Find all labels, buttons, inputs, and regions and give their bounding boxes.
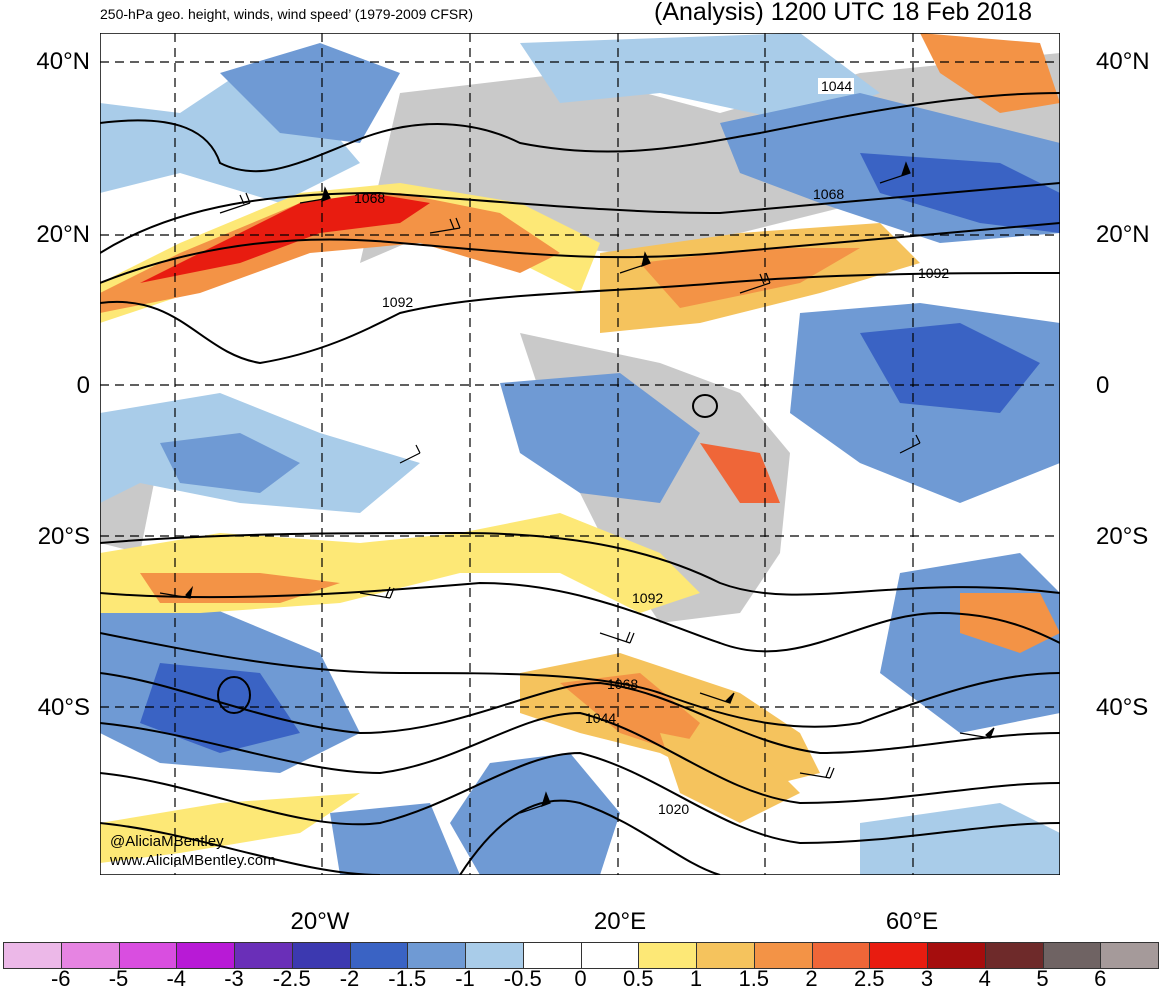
colorbar-swatch	[1042, 942, 1102, 969]
colorbar-tick-label: -6	[50, 966, 71, 991]
colorbar-tick-label: 3	[920, 966, 934, 991]
lat-label-20s-left: 20°S	[37, 523, 90, 550]
contour-label: 1092	[382, 294, 413, 310]
credit-website: www.AliciaMBentley.com	[109, 852, 276, 869]
contour-label: 1068	[354, 190, 385, 206]
lat-label-20n-right: 20°N	[1096, 221, 1150, 248]
lon-label-60e: 60°E	[885, 908, 939, 935]
colorbar-tick-label: 0.5	[622, 966, 654, 991]
colorbar-tick-label: -5	[108, 966, 129, 991]
colorbar-swatch	[984, 942, 1044, 969]
lat-label-20s-right: 20°S	[1096, 523, 1149, 550]
anomaly-shading	[100, 33, 1060, 875]
chart-title: (Analysis) 1200 UTC 18 Feb 2018	[654, 0, 1032, 26]
contour-label: 1068	[813, 186, 844, 202]
colorbar-tick-label: -3	[224, 966, 244, 991]
colorbar-tick-label: -2.5	[272, 966, 311, 991]
contour-label: 1068	[607, 676, 638, 692]
colorbar-swatch	[811, 942, 871, 969]
colorbar-tick-label: 4	[978, 966, 991, 991]
lat-label-40n-right: 40°N	[1096, 48, 1150, 75]
colorbar-tick-label: 0	[574, 966, 587, 991]
contour-labels: 1044 1068 1068 1092 1092 1092 1068 1044 …	[354, 78, 949, 817]
height-contours	[100, 92, 1060, 875]
contour-label: 1092	[632, 590, 663, 606]
lat-label-20n-left: 20°N	[36, 221, 90, 248]
colorbar-swatch	[522, 942, 582, 969]
colorbar-tick-label: 2.5	[853, 966, 885, 991]
colorbar-tick-label: 1.5	[738, 966, 770, 991]
colorbar-swatch	[60, 942, 120, 969]
colorbar-tick-label: 1	[689, 966, 703, 991]
gridlines	[100, 33, 1060, 875]
lat-label-eq-left: 0	[76, 372, 90, 399]
lat-label-40s-left: 40°S	[37, 694, 90, 721]
colorbar-tick-label: 6	[1094, 966, 1107, 991]
colorbar-tick-label: -2	[339, 966, 360, 991]
lon-label-20w: 20°W	[290, 908, 350, 935]
map-panel: 1044 1068 1068 1092 1092 1092 1068 1044 …	[100, 33, 1060, 875]
colorbar-swatch	[234, 942, 293, 969]
colorbar-swatch	[638, 942, 697, 969]
colorbar-swatch	[1100, 942, 1159, 969]
lat-label-40s-right: 40°S	[1096, 694, 1149, 721]
colorbar-swatch	[118, 942, 178, 969]
lat-label-40n-left: 40°N	[36, 48, 90, 75]
contour-label: 1020	[658, 801, 689, 817]
colorbar-swatch	[291, 942, 351, 969]
colorbar-swatch	[696, 942, 755, 969]
wind-barbs	[159, 161, 995, 814]
colorbar-swatch	[176, 942, 235, 969]
colorbar-swatch	[869, 942, 928, 969]
colorbar-tick-label: -1.5	[388, 966, 427, 991]
colorbar-swatch	[3, 942, 62, 969]
colorbar-tick-label: 2	[805, 966, 818, 991]
contour-label: 1092	[918, 265, 949, 281]
colorbar-swatch	[753, 942, 813, 969]
contour-label: 1044	[821, 78, 852, 94]
lat-label-eq-right: 0	[1096, 372, 1110, 399]
colorbar-swatch	[465, 942, 524, 969]
chart-subtitle: 250-hPa geo. height, winds, wind speed’ …	[100, 6, 474, 22]
colorbar-tick-label: 5	[1036, 966, 1049, 991]
colorbar-swatch	[349, 942, 409, 969]
contour-label: 1044	[585, 710, 616, 726]
colorbar-swatch	[407, 942, 466, 969]
colorbar-swatch	[580, 942, 640, 969]
credit-handle: @AliciaMBentley	[110, 833, 224, 850]
colorbar-swatch	[927, 942, 986, 969]
colorbar-tick-label: -4	[166, 966, 187, 991]
colorbar-tick-label: -1	[455, 966, 475, 991]
lon-label-20e: 20°E	[593, 908, 647, 935]
colorbar-tick-label: -0.5	[503, 966, 542, 991]
